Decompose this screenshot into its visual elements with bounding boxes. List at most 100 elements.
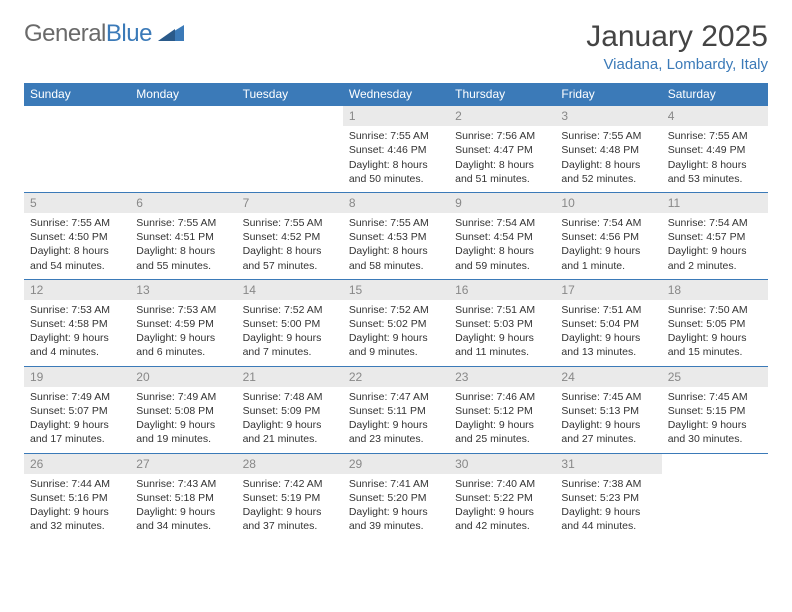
day-number-cell: 21	[237, 366, 343, 387]
sunset-line: Sunset: 5:15 PM	[668, 405, 746, 417]
day-number-cell: 17	[555, 279, 661, 300]
daylight-line: Daylight: 9 hours and 32 minutes.	[30, 506, 109, 532]
sunset-line: Sunset: 4:54 PM	[455, 231, 533, 243]
day-content-row: Sunrise: 7:49 AM Sunset: 5:07 PM Daylight:…	[24, 387, 768, 453]
sunrise-line: Sunrise: 7:42 AM	[243, 478, 323, 490]
daylight-line: Daylight: 8 hours and 52 minutes.	[561, 159, 640, 185]
day-content-cell: Sunrise: 7:53 AMSunset: 4:58 PMDaylight:…	[24, 300, 130, 366]
day-number-cell: 9	[449, 192, 555, 213]
day-number-cell: 4	[662, 106, 768, 127]
day-content-cell: Sunrise: 7:55 AMSunset: 4:46 PMDaylight:…	[343, 126, 449, 192]
day-number-cell: 13	[130, 279, 236, 300]
weekday-header: Thursday	[449, 83, 555, 106]
day-content-cell: Sunrise: 7:52 AM Sunset: 5:02 PM Daylight:…	[343, 300, 449, 366]
sunrise-line: Sunrise: 7:55 AM	[30, 217, 110, 229]
logo-text: GeneralBlue	[24, 20, 152, 48]
day-number-cell: 19	[24, 366, 130, 387]
weekday-header: Wednesday	[343, 83, 449, 106]
sunrise-line: Sunrise: 7:49 AM	[136, 391, 216, 403]
day-content-cell: Sunrise: 7:40 AM Sunset: 5:22 PM Daylight:…	[449, 474, 555, 540]
daylight-line: Daylight: 9 hours and 15 minutes.	[668, 332, 747, 358]
sunset-line: Sunset: 5:03 PM	[455, 318, 533, 330]
daylight-line: Daylight: 9 hours and 42 minutes.	[455, 506, 534, 532]
day-number-cell	[237, 106, 343, 127]
day-content-cell: Sunrise: 7:46 AMSunset: 5:12 PMDaylight:…	[449, 387, 555, 453]
logo-triangle-icon	[158, 23, 184, 46]
sunrise-line: Sunrise: 7:55 AM	[136, 217, 216, 229]
daylight-line: Daylight: 9 hours and 9 minutes.	[349, 332, 428, 358]
sunrise-line: Sunrise: 7:55 AM	[561, 130, 641, 142]
day-content-cell: Sunrise: 7:43 AMSunset: 5:18 PMDaylight:…	[130, 474, 236, 540]
sunrise-line: Sunrise: 7:51 AM	[455, 304, 535, 316]
day-number-cell: 15	[343, 279, 449, 300]
day-content-cell: Sunrise: 7:53 AMSunset: 4:59 PMDaylight:…	[130, 300, 236, 366]
sunrise-line: Sunrise: 7:51 AM	[561, 304, 641, 316]
sunset-line: Sunset: 5:13 PM	[561, 405, 639, 417]
day-content-row: Sunrise: 7:55 AMSunset: 4:50 PMDaylight:…	[24, 213, 768, 279]
sunset-line: Sunset: 5:22 PM	[455, 492, 533, 504]
sunset-line: Sunset: 5:09 PM	[243, 405, 321, 417]
sunset-line: Sunset: 4:46 PM	[349, 144, 427, 156]
day-number-cell: 29	[343, 453, 449, 474]
sunset-line: Sunset: 4:49 PM	[668, 144, 746, 156]
day-number-cell: 30	[449, 453, 555, 474]
sunset-line: Sunset: 5:16 PM	[30, 492, 108, 504]
day-number-row: 19202122232425	[24, 366, 768, 387]
daylight-line: Daylight: 9 hours and 44 minutes.	[561, 506, 640, 532]
day-content-cell: Sunrise: 7:50 AMSunset: 5:05 PMDaylight:…	[662, 300, 768, 366]
sunrise-line: Sunrise: 7:40 AM	[455, 478, 535, 490]
daylight-line: Daylight: 8 hours and 50 minutes.	[349, 159, 428, 185]
sunrise-line: Sunrise: 7:49 AM	[30, 391, 110, 403]
header: GeneralBlue January 2025 Viadana, Lombar…	[24, 20, 768, 73]
calendar-body: 1234Sunrise: 7:55 AMSunset: 4:46 PMDayli…	[24, 106, 768, 540]
sunset-line: Sunset: 5:08 PM	[136, 405, 214, 417]
daylight-line: Daylight: 8 hours and 51 minutes.	[455, 159, 534, 185]
day-number-cell: 3	[555, 106, 661, 127]
sunset-line: Sunset: 4:59 PM	[136, 318, 214, 330]
weekday-header: Saturday	[662, 83, 768, 106]
day-number-cell: 5	[24, 192, 130, 213]
sunrise-line: Sunrise: 7:55 AM	[243, 217, 323, 229]
daylight-line: Daylight: 9 hours and 25 minutes.	[455, 419, 534, 445]
day-content-cell: Sunrise: 7:52 AMSunset: 5:00 PMDaylight:…	[237, 300, 343, 366]
sunset-line: Sunset: 5:02 PM	[349, 318, 427, 330]
sunset-line: Sunset: 5:07 PM	[30, 405, 108, 417]
sunset-line: Sunset: 4:53 PM	[349, 231, 427, 243]
sunrise-line: Sunrise: 7:43 AM	[136, 478, 216, 490]
daylight-line: Daylight: 9 hours and 7 minutes.	[243, 332, 322, 358]
day-number-cell: 24	[555, 366, 661, 387]
sunset-line: Sunset: 4:47 PM	[455, 144, 533, 156]
day-number-cell: 1	[343, 106, 449, 127]
day-content-cell: Sunrise: 7:55 AM Sunset: 4:53 PM Daylight:…	[343, 213, 449, 279]
daylight-line: Daylight: 9 hours and 13 minutes.	[561, 332, 640, 358]
sunset-line: Sunset: 5:18 PM	[136, 492, 214, 504]
day-content-cell: Sunrise: 7:42 AMSunset: 5:19 PMDaylight:…	[237, 474, 343, 540]
day-number-cell: 26	[24, 453, 130, 474]
daylight-line: Daylight: 9 hours and 27 minutes.	[561, 419, 640, 445]
daylight-line: Daylight: 9 hours and 17 minutes.	[30, 419, 109, 445]
sunset-line: Sunset: 4:57 PM	[668, 231, 746, 243]
day-number-cell: 6	[130, 192, 236, 213]
day-content-row: Sunrise: 7:53 AMSunset: 4:58 PMDaylight:…	[24, 300, 768, 366]
daylight-line: Daylight: 9 hours and 2 minutes.	[668, 245, 747, 271]
day-number-cell	[130, 106, 236, 127]
calendar-table: SundayMondayTuesdayWednesdayThursdayFrid…	[24, 83, 768, 539]
sunrise-line: Sunrise: 7:48 AM	[243, 391, 323, 403]
day-content-cell: Sunrise: 7:47 AMSunset: 5:11 PMDaylight:…	[343, 387, 449, 453]
sunrise-line: Sunrise: 7:53 AM	[30, 304, 110, 316]
daylight-line: Daylight: 9 hours and 37 minutes.	[243, 506, 322, 532]
daylight-line: Daylight: 8 hours and 58 minutes.	[349, 245, 428, 271]
sunrise-line: Sunrise: 7:56 AM	[455, 130, 535, 142]
sunrise-line: Sunrise: 7:54 AM	[455, 217, 535, 229]
daylight-line: Daylight: 9 hours and 30 minutes.	[668, 419, 747, 445]
day-content-cell: Sunrise: 7:51 AM Sunset: 5:03 PM Daylight:…	[449, 300, 555, 366]
day-content-cell: Sunrise: 7:49 AMSunset: 5:08 PMDaylight:…	[130, 387, 236, 453]
day-number-cell: 16	[449, 279, 555, 300]
sunrise-line: Sunrise: 7:54 AM	[668, 217, 748, 229]
sunset-line: Sunset: 4:51 PM	[136, 231, 214, 243]
sunrise-line: Sunrise: 7:55 AM	[349, 217, 429, 229]
title-block: January 2025 Viadana, Lombardy, Italy	[586, 20, 768, 73]
weekday-header: Friday	[555, 83, 661, 106]
daylight-line: Daylight: 9 hours and 11 minutes.	[455, 332, 534, 358]
sunrise-line: Sunrise: 7:52 AM	[349, 304, 429, 316]
